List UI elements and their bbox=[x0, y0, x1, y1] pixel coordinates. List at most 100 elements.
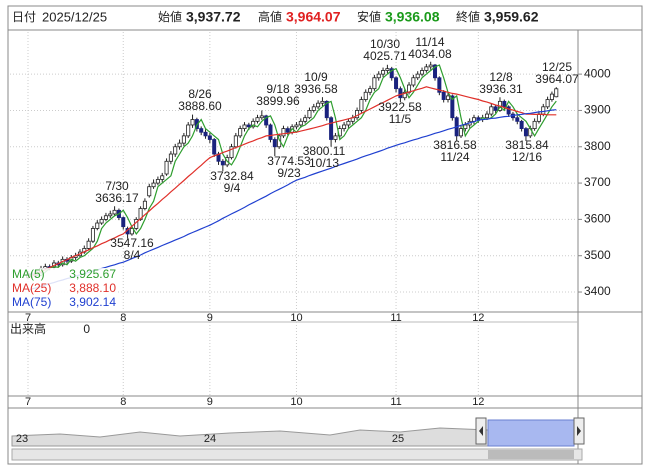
scrollbar[interactable] bbox=[11, 448, 583, 461]
candle-body bbox=[437, 77, 442, 93]
navigator-label: 24 bbox=[204, 433, 216, 445]
annotation: 3815.84 bbox=[505, 138, 549, 152]
candle-body bbox=[99, 218, 104, 224]
candle-body bbox=[359, 99, 364, 111]
legend-value: 3,888.10 bbox=[69, 281, 116, 295]
candle-body bbox=[402, 91, 407, 99]
legend-value: 3,925.67 bbox=[69, 267, 116, 281]
candle-body bbox=[164, 160, 169, 175]
candle-body bbox=[173, 146, 178, 155]
candle-body bbox=[523, 128, 528, 137]
ma-line bbox=[27, 109, 557, 291]
annotation: 3888.60 bbox=[178, 99, 222, 113]
candle-body bbox=[121, 217, 126, 228]
candle-body bbox=[194, 119, 199, 130]
candle-body bbox=[493, 106, 498, 111]
candle-body bbox=[372, 77, 377, 90]
annotation: 11/14 bbox=[415, 35, 444, 49]
candle-body bbox=[108, 213, 113, 217]
candle-body bbox=[519, 120, 524, 130]
arrow bbox=[479, 426, 483, 436]
navigator-label: 23 bbox=[16, 433, 28, 445]
navigator-label: 25 bbox=[392, 433, 404, 445]
x-tick-label: 8 bbox=[120, 396, 126, 408]
annotation: 4034.08 bbox=[408, 47, 452, 61]
candle-body bbox=[142, 200, 147, 209]
candle-body bbox=[549, 93, 554, 100]
candle-body bbox=[363, 91, 368, 100]
candle-body bbox=[385, 68, 390, 71]
x-tick-label: 7 bbox=[25, 396, 31, 408]
scrollbar-thumb[interactable] bbox=[488, 450, 574, 459]
annotation: 11/5 bbox=[389, 112, 412, 126]
annotation: 12/8 bbox=[489, 70, 513, 84]
candle-body bbox=[90, 228, 95, 242]
candle-body bbox=[281, 128, 286, 137]
y-tick-label: 4000 bbox=[584, 66, 611, 80]
legend-name: MA(25) bbox=[12, 281, 51, 295]
annotation: 10/30 bbox=[370, 37, 400, 51]
annotation: 7/30 bbox=[105, 179, 129, 193]
candle-body bbox=[103, 215, 108, 220]
x-tick-label: 12 bbox=[472, 396, 484, 408]
annotation: 9/4 bbox=[224, 181, 241, 195]
open: 3,937.72 bbox=[186, 9, 241, 25]
date-label: 日付 bbox=[12, 10, 36, 24]
legend-name: MA(5) bbox=[12, 267, 45, 281]
candle-body bbox=[320, 100, 325, 104]
annotation: 12/16 bbox=[512, 150, 542, 164]
candle-body bbox=[233, 135, 238, 148]
candle-body bbox=[441, 91, 446, 100]
candle-body bbox=[129, 228, 134, 235]
candle-body bbox=[259, 115, 264, 119]
candle-body bbox=[476, 117, 481, 120]
navigator-window[interactable] bbox=[487, 419, 575, 447]
candle-body bbox=[160, 175, 165, 180]
annotation: 3899.96 bbox=[256, 94, 300, 108]
candle-body bbox=[536, 113, 541, 122]
annotation: 10/13 bbox=[309, 156, 339, 170]
candle-body bbox=[346, 120, 351, 126]
date: 2025/12/25 bbox=[42, 9, 107, 24]
candle-body bbox=[86, 240, 91, 249]
candle-body bbox=[112, 209, 117, 215]
candle-body bbox=[212, 139, 217, 155]
annotation: 3816.58 bbox=[433, 138, 477, 152]
candle-body bbox=[463, 124, 468, 130]
candle-body bbox=[420, 70, 425, 75]
x-tick-label: 12 bbox=[472, 312, 484, 324]
candle-body bbox=[177, 142, 182, 148]
candle-body bbox=[186, 124, 191, 137]
candle-body bbox=[532, 120, 537, 130]
candle-body bbox=[545, 99, 550, 108]
annotation: 12/25 bbox=[542, 60, 572, 74]
candle-body bbox=[333, 135, 338, 140]
candle-body bbox=[368, 88, 373, 93]
candle-body bbox=[268, 124, 273, 140]
candle-body bbox=[229, 146, 234, 159]
candle-body bbox=[398, 88, 403, 99]
annotation: 8/4 bbox=[124, 248, 141, 262]
candle-body bbox=[155, 179, 160, 184]
candle-body bbox=[168, 153, 173, 162]
candle-body bbox=[450, 95, 455, 119]
candle-body bbox=[285, 128, 290, 133]
candle-body bbox=[255, 117, 260, 122]
annotation: 3732.84 bbox=[210, 169, 254, 183]
candle-body bbox=[311, 106, 316, 111]
open-label: 始値 bbox=[158, 9, 182, 24]
annotation: 9/23 bbox=[277, 166, 301, 180]
candle-body bbox=[238, 128, 243, 137]
candle-body bbox=[376, 73, 381, 79]
annotation: 3964.07 bbox=[535, 72, 579, 86]
candle-body bbox=[147, 186, 152, 197]
candle-body bbox=[303, 117, 308, 122]
candle-body bbox=[411, 77, 416, 86]
annotation: 9/18 bbox=[266, 82, 290, 96]
x-tick-label: 9 bbox=[207, 312, 213, 324]
candle-body bbox=[272, 139, 277, 148]
candle-body bbox=[458, 128, 463, 137]
candle-body bbox=[294, 124, 299, 128]
